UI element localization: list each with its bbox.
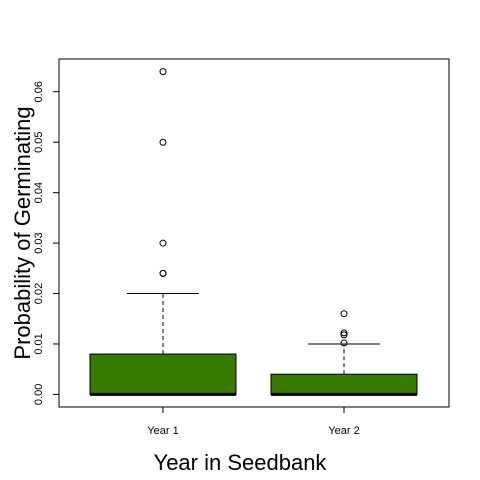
- outlier-point: [340, 339, 348, 347]
- y-tick-label: 0.04: [33, 182, 45, 203]
- box: [270, 373, 418, 395]
- y-tick-label: 0.02: [33, 283, 45, 304]
- y-axis: 0.00 0.01 0.02 0.03 0.04 0.05 0.06: [33, 81, 60, 405]
- y-axis-title: Probability of Germinating: [10, 106, 35, 359]
- outlier-point: [159, 68, 167, 76]
- x-axis: Year 1 Year 2: [147, 406, 360, 437]
- boxes-group: [89, 68, 418, 396]
- box: [89, 353, 237, 395]
- y-tick-label: 0.05: [33, 132, 45, 153]
- outlier-point: [159, 138, 167, 146]
- y-tick-label: 0.01: [33, 333, 45, 354]
- y-tick-label: 0.06: [33, 81, 45, 102]
- outlier-point: [340, 329, 348, 337]
- x-tick-label: Year 2: [328, 425, 359, 437]
- x-axis-title: Year in Seedbank: [154, 450, 328, 475]
- outlier-point: [340, 310, 348, 318]
- y-tick-label: 0.03: [33, 232, 45, 253]
- x-tick-label: Year 1: [147, 425, 178, 437]
- outlier-point: [340, 331, 348, 339]
- outlier-point: [159, 239, 167, 247]
- outlier-point: [159, 269, 167, 277]
- y-tick-label: 0.00: [33, 384, 45, 405]
